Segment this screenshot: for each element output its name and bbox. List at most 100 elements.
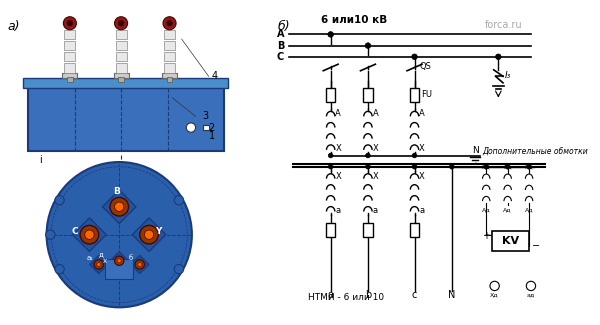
Text: НТМИ - 6 или 10: НТМИ - 6 или 10 (308, 293, 385, 302)
Bar (105, 259, 133, 280)
Circle shape (174, 196, 184, 205)
Text: Хд: Хд (503, 164, 512, 169)
Polygon shape (73, 218, 106, 252)
Bar (164, 63, 175, 72)
Circle shape (412, 153, 417, 158)
Text: Y: Y (155, 227, 161, 236)
Circle shape (47, 162, 192, 307)
Text: X: X (419, 172, 425, 180)
Circle shape (115, 256, 124, 266)
Circle shape (412, 164, 417, 169)
Circle shape (484, 164, 488, 169)
Text: X: X (335, 172, 341, 180)
Circle shape (138, 263, 142, 266)
Bar (67, 77, 73, 82)
Text: 2: 2 (209, 123, 215, 133)
Bar (64, 63, 76, 72)
Text: N: N (472, 146, 479, 155)
Text: +: + (482, 231, 490, 240)
Bar (410, 87, 419, 102)
Text: QS: QS (419, 62, 431, 71)
Polygon shape (130, 255, 149, 274)
Circle shape (505, 164, 510, 169)
Circle shape (118, 259, 121, 263)
Text: X: X (419, 145, 425, 153)
Text: FU: FU (421, 90, 432, 99)
Text: Хд: Хд (482, 164, 491, 169)
Polygon shape (110, 252, 128, 270)
Text: a: a (335, 206, 340, 215)
Circle shape (328, 153, 333, 158)
Circle shape (167, 20, 172, 26)
Text: 3: 3 (202, 111, 208, 122)
Bar (62, 72, 77, 78)
Circle shape (55, 265, 64, 274)
Circle shape (55, 196, 64, 205)
Circle shape (140, 225, 158, 244)
Text: A: A (335, 109, 341, 118)
Bar (64, 30, 76, 39)
Text: Aд: Aд (482, 207, 491, 212)
Bar (164, 41, 175, 50)
Polygon shape (132, 218, 166, 252)
Circle shape (46, 230, 55, 239)
Text: A: A (419, 109, 425, 118)
Bar (28, 86, 224, 151)
Text: c: c (412, 290, 417, 300)
Text: 1: 1 (209, 131, 215, 141)
Circle shape (174, 265, 184, 274)
Circle shape (526, 281, 536, 291)
Text: KV: KV (502, 236, 519, 246)
Circle shape (67, 20, 73, 26)
Text: 4: 4 (211, 72, 218, 81)
Bar (116, 63, 127, 72)
Circle shape (85, 230, 94, 239)
Circle shape (186, 123, 196, 132)
Circle shape (118, 20, 124, 26)
Bar (64, 52, 76, 61)
Bar (203, 125, 209, 130)
Text: N: N (448, 290, 455, 300)
Bar (162, 72, 177, 78)
Circle shape (527, 164, 532, 169)
Circle shape (496, 54, 501, 59)
Text: B: B (113, 187, 120, 196)
Bar (113, 72, 128, 78)
Text: Хд: Хд (490, 293, 499, 298)
Text: −: − (532, 241, 541, 251)
Circle shape (64, 17, 76, 30)
Polygon shape (103, 190, 136, 224)
Bar (492, 231, 529, 252)
Circle shape (449, 164, 454, 169)
Bar (410, 223, 419, 238)
Circle shape (80, 225, 99, 244)
Bar (164, 30, 175, 39)
Text: A: A (277, 30, 284, 39)
Bar (64, 41, 76, 50)
Text: ад: ад (527, 293, 535, 298)
Text: A: A (373, 109, 379, 118)
Circle shape (365, 164, 370, 169)
Text: Aд: Aд (525, 207, 533, 212)
Text: б): б) (278, 20, 290, 32)
Bar (167, 77, 172, 82)
Circle shape (328, 32, 334, 37)
Text: а): а) (7, 20, 20, 32)
Circle shape (94, 260, 103, 269)
Bar (116, 30, 127, 39)
Text: B: B (277, 41, 284, 51)
Circle shape (110, 197, 128, 216)
Text: i: i (39, 155, 42, 165)
Bar (23, 78, 228, 87)
Text: I₃: I₃ (505, 71, 511, 80)
Circle shape (365, 153, 370, 158)
Text: X: X (373, 145, 379, 153)
Text: д: д (99, 251, 103, 257)
Text: Хд: Хд (525, 164, 533, 169)
Bar (363, 87, 373, 102)
Text: x: x (103, 258, 107, 264)
Bar (118, 77, 124, 82)
Circle shape (328, 164, 333, 169)
Text: 6 или10 кВ: 6 или10 кВ (321, 16, 387, 25)
Text: X: X (373, 172, 379, 180)
